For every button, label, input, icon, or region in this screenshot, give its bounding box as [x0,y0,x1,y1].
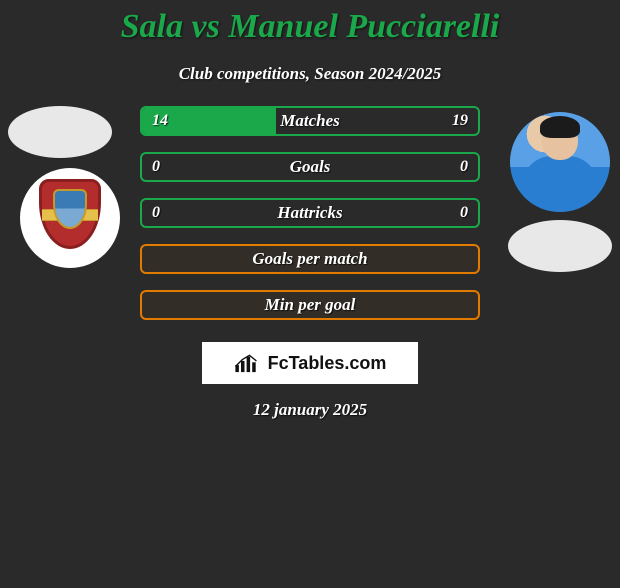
stat-label: Hattricks [142,203,478,223]
player-right-photo-avatar [510,112,610,212]
stat-label: Matches [142,111,478,131]
stat-label: Min per goal [142,295,478,315]
player-right-placeholder-ellipse [508,220,612,272]
date-label: 12 january 2025 [0,400,620,420]
stat-right-value: 0 [460,204,468,222]
stat-row-min-per-goal: Min per goal [140,290,480,320]
stat-label: Goals per match [142,249,478,269]
brand-text: FcTables.com [268,353,387,374]
stat-row-matches: 14 Matches 19 [140,106,480,136]
brand-box: FcTables.com [202,342,418,384]
stat-label: Goals [142,157,478,177]
page-title: Sala vs Manuel Pucciarelli [0,8,620,46]
stat-row-goals-per-match: Goals per match [140,244,480,274]
stat-row-goals: 0 Goals 0 [140,152,480,182]
stat-right-value: 0 [460,158,468,176]
player-left-placeholder-ellipse [8,106,112,158]
comparison-stage: 14 Matches 19 0 Goals 0 0 Hattricks 0 Go… [0,106,620,466]
stat-row-hattricks: 0 Hattricks 0 [140,198,480,228]
stat-rows: 14 Matches 19 0 Goals 0 0 Hattricks 0 Go… [140,106,480,336]
club-crest-icon [39,179,101,257]
stat-right-value: 19 [452,112,468,130]
bar-chart-icon [234,352,262,374]
player-left-club-avatar [20,168,120,268]
subtitle: Club competitions, Season 2024/2025 [0,64,620,84]
